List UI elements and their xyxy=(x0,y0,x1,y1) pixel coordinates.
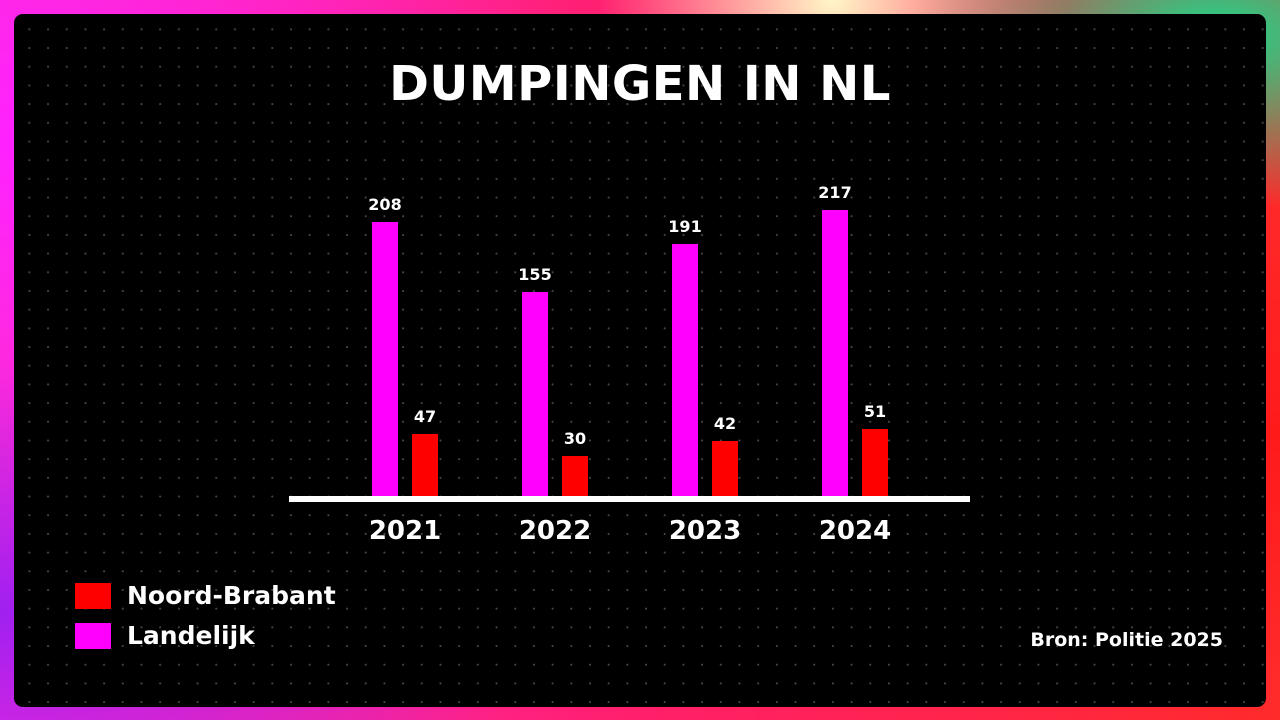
legend-label: Noord-Brabant xyxy=(127,581,336,610)
bar-landelijk-2022 xyxy=(522,292,548,496)
bar-noord-brabant-2024 xyxy=(862,429,888,496)
data-label: 30 xyxy=(563,429,587,448)
x-axis-line xyxy=(289,496,970,502)
chart-panel xyxy=(14,14,1266,707)
bar-noord-brabant-2022 xyxy=(562,456,588,496)
data-label: 217 xyxy=(818,183,852,202)
source-note: Bron: Politie 2025 xyxy=(1030,629,1223,651)
bar-noord-brabant-2021 xyxy=(412,434,438,496)
bar-noord-brabant-2023 xyxy=(712,441,738,496)
bar-landelijk-2021 xyxy=(372,222,398,496)
x-tick-label: 2023 xyxy=(668,516,742,546)
chart-title: DUMPINGEN IN NL xyxy=(389,56,891,112)
x-tick-label: 2022 xyxy=(518,516,592,546)
bar-landelijk-2024 xyxy=(822,210,848,496)
data-label: 51 xyxy=(863,402,887,421)
bar-landelijk-2023 xyxy=(672,244,698,496)
legend-item-noord-brabant: Noord-Brabant xyxy=(75,581,336,610)
x-tick-label: 2024 xyxy=(818,516,892,546)
legend-swatch-noord-brabant xyxy=(75,582,111,609)
legend-item-landelijk: Landelijk xyxy=(75,621,255,650)
data-label: 42 xyxy=(713,414,737,433)
legend-label: Landelijk xyxy=(127,621,255,650)
data-label: 155 xyxy=(518,265,552,284)
legend-swatch-landelijk xyxy=(75,622,111,649)
data-label: 191 xyxy=(668,217,702,236)
x-tick-label: 2021 xyxy=(368,516,442,546)
data-label: 208 xyxy=(368,195,402,214)
data-label: 47 xyxy=(413,407,437,426)
